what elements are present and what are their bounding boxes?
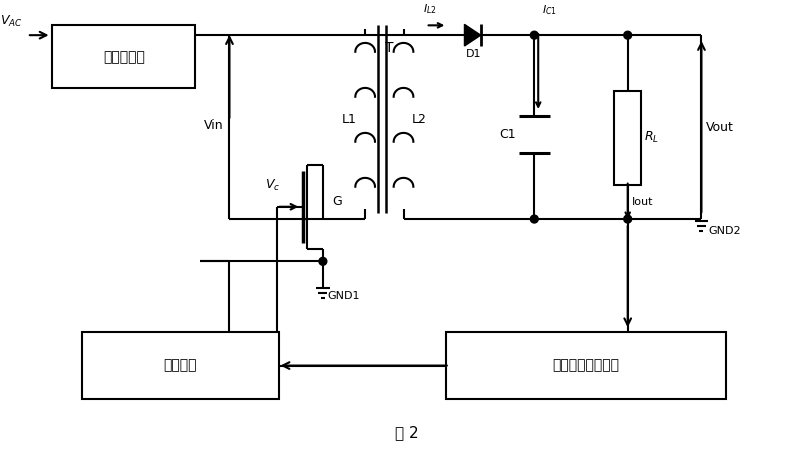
Text: T: T	[385, 41, 394, 55]
Polygon shape	[465, 24, 481, 46]
Text: 电压纹波检测电路: 电压纹波检测电路	[553, 359, 619, 372]
Text: D1: D1	[466, 49, 481, 59]
Circle shape	[319, 257, 327, 265]
Circle shape	[624, 31, 632, 39]
Text: 图 2: 图 2	[394, 425, 418, 440]
Text: Iout: Iout	[632, 197, 653, 207]
Text: $I_{C1}$: $I_{C1}$	[542, 4, 557, 17]
Text: $V_c$: $V_c$	[265, 178, 280, 193]
Text: L1: L1	[342, 113, 357, 126]
Text: Vout: Vout	[706, 120, 734, 134]
Circle shape	[530, 215, 538, 223]
Text: L2: L2	[412, 113, 426, 126]
Text: 控制电路: 控制电路	[163, 359, 197, 372]
Text: GND1: GND1	[328, 291, 360, 301]
Bar	[82, 332, 278, 399]
Text: 整流、滤波: 整流、滤波	[103, 50, 145, 64]
Text: GND2: GND2	[708, 226, 741, 236]
Bar	[53, 25, 195, 88]
Circle shape	[530, 31, 538, 39]
Text: $R_L$: $R_L$	[645, 131, 659, 146]
Bar	[614, 91, 642, 185]
Text: $V_{AC}$: $V_{AC}$	[0, 14, 23, 29]
Bar	[446, 332, 726, 399]
Text: G: G	[333, 196, 342, 208]
Text: $I_{L2}$: $I_{L2}$	[422, 2, 437, 16]
Text: C1: C1	[499, 128, 516, 141]
Text: Vin: Vin	[204, 119, 223, 132]
Circle shape	[624, 215, 632, 223]
